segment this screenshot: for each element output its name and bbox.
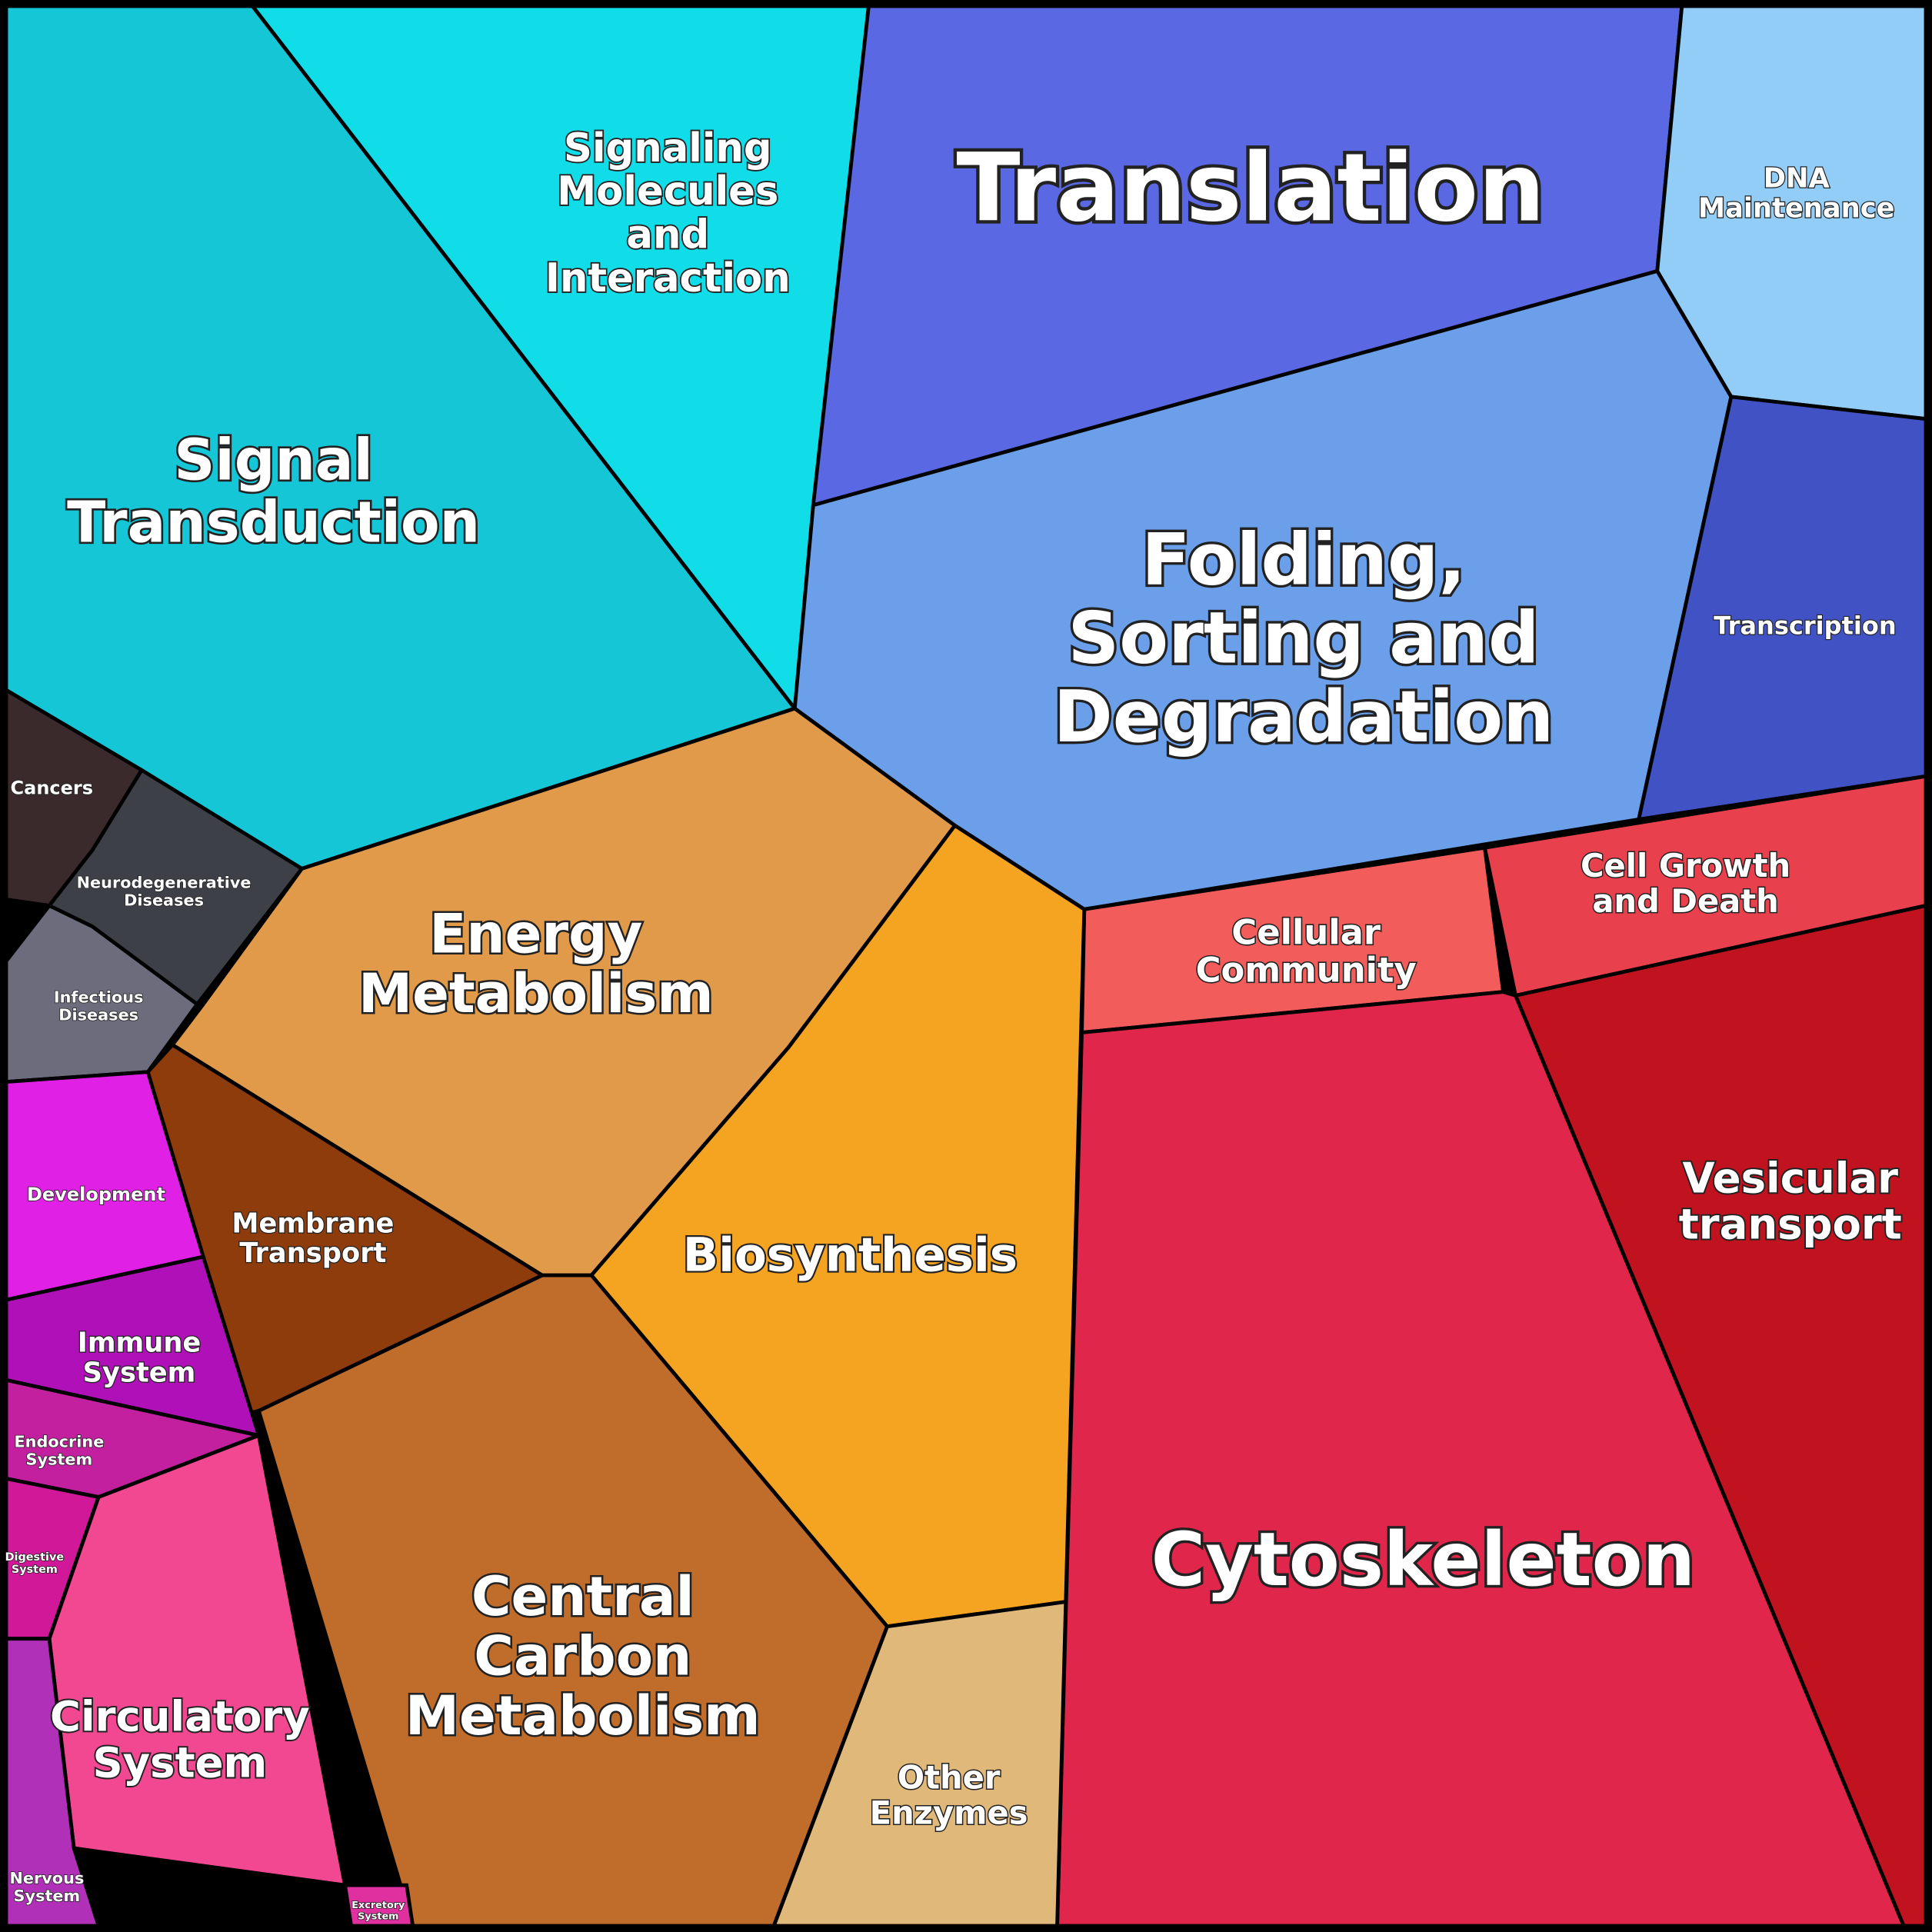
- region-label: Nervous: [9, 1869, 84, 1887]
- region-label: System: [12, 1564, 58, 1576]
- region-label: Signal: [174, 428, 373, 494]
- labels: SignalTransductionSignalingMoleculesandI…: [5, 124, 1904, 1923]
- region-label: Circulatory: [50, 1691, 310, 1740]
- region-label: Transduction: [67, 491, 480, 556]
- region-label: Sorting and: [1068, 597, 1539, 680]
- region: [47, 1433, 348, 1887]
- region-label: Transport: [239, 1237, 386, 1269]
- region-label: System: [14, 1887, 81, 1905]
- region-label: Interaction: [545, 255, 791, 301]
- region-label: Translation: [956, 133, 1544, 242]
- region-label: Metabolism: [358, 962, 714, 1025]
- region-label: Infectious: [54, 988, 144, 1006]
- region-label: Excretory: [351, 1900, 405, 1911]
- region-label: Central: [471, 1565, 695, 1628]
- region-label: transport: [1679, 1199, 1902, 1248]
- region-label: Carbon: [474, 1624, 691, 1687]
- region-label: Immune: [78, 1327, 202, 1359]
- region-label: Transcription: [1714, 611, 1896, 640]
- region-label: Cellular: [1231, 911, 1381, 952]
- region-label: Biosynthesis: [683, 1227, 1018, 1282]
- region-label: Cell Growth: [1581, 847, 1790, 884]
- region-label: Diseases: [58, 1005, 138, 1024]
- region-label: Signaling: [564, 125, 772, 172]
- region-label: System: [358, 1910, 398, 1922]
- region-label: Membrane: [232, 1208, 394, 1239]
- region-label: Degradation: [1054, 675, 1554, 758]
- region-label: System: [92, 1737, 267, 1787]
- region-label: Neurodegenerative: [77, 873, 251, 891]
- region-label: Energy: [429, 902, 642, 965]
- region-label: Development: [27, 1184, 165, 1205]
- region-label: Cytoskeleton: [1151, 1517, 1695, 1603]
- region-label: Cancers: [10, 777, 93, 798]
- region-label: and: [626, 212, 709, 258]
- region-label: Community: [1196, 950, 1417, 991]
- region-label: Folding,: [1141, 518, 1466, 601]
- region-label: System: [26, 1451, 93, 1469]
- region-label: Diseases: [124, 891, 204, 909]
- region-label: Maintenance: [1698, 193, 1894, 225]
- region-label: Digestive: [5, 1551, 65, 1564]
- region-label: DNA: [1764, 163, 1830, 195]
- region-label: Vesicular: [1683, 1153, 1899, 1202]
- region-label: Endocrine: [14, 1433, 104, 1451]
- region-label: System: [83, 1357, 196, 1388]
- region-label: and Death: [1592, 882, 1779, 920]
- region-label: Metabolism: [405, 1684, 761, 1747]
- region-label: Other: [898, 1758, 1001, 1796]
- region-label: Molecules: [557, 168, 778, 215]
- region-label: Enzymes: [870, 1794, 1028, 1831]
